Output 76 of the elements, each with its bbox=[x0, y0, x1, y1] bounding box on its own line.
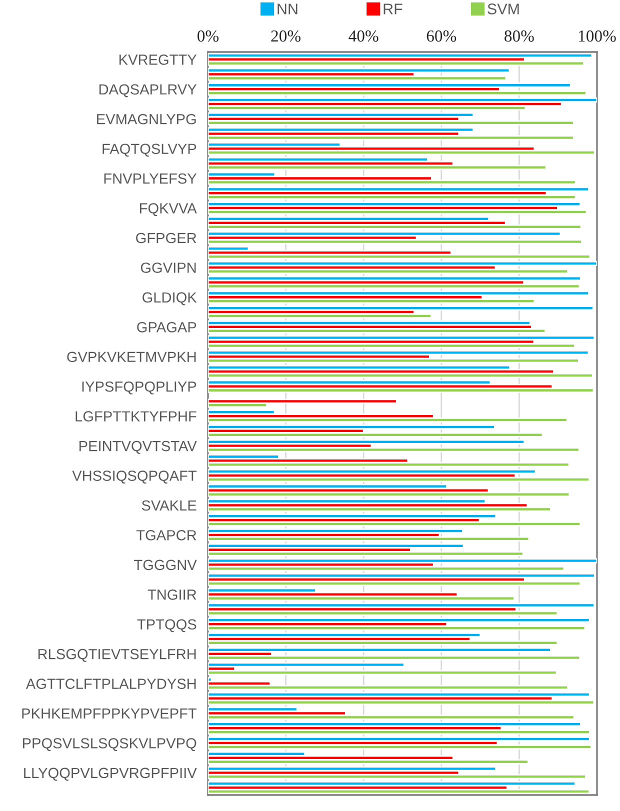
bar bbox=[208, 789, 590, 794]
y-tick-label: GPAGAP bbox=[137, 322, 196, 332]
bar bbox=[208, 60, 584, 66]
bar bbox=[208, 418, 568, 423]
y-tick-label: FAQTQSLVYP bbox=[102, 144, 196, 157]
y-tick-label: TPTQQS bbox=[137, 619, 196, 632]
legend-label: SVM bbox=[488, 4, 519, 14]
bar bbox=[208, 462, 570, 468]
bar bbox=[208, 596, 515, 601]
bar bbox=[208, 774, 586, 780]
bar bbox=[208, 343, 576, 348]
bar bbox=[208, 90, 587, 96]
bar bbox=[208, 398, 398, 404]
bar bbox=[208, 476, 590, 482]
bar bbox=[208, 268, 569, 274]
y-tick-label: GGVIPN bbox=[140, 262, 196, 273]
bar bbox=[208, 150, 596, 156]
x-tick-label: 80% bbox=[504, 30, 534, 42]
bar bbox=[208, 744, 592, 750]
y-tick-label: LLYQQPVLGPVRGPFPIIV bbox=[24, 768, 197, 781]
y-tick-label: DAQSAPLRVY bbox=[99, 84, 197, 98]
y-tick-label: PKHKEMPFPPKYPVEPFT bbox=[22, 708, 197, 719]
bar bbox=[208, 610, 558, 616]
x-tick-label: 40% bbox=[348, 30, 378, 42]
y-tick-label: GFPGER bbox=[136, 232, 196, 244]
bar bbox=[208, 647, 552, 652]
y-tick-label: FNVPLYEFSY bbox=[104, 173, 197, 184]
bar bbox=[208, 580, 581, 586]
x-tick-label: 60% bbox=[426, 30, 456, 42]
y-tick-label: GVPKVKETMVPKH bbox=[67, 352, 196, 362]
bar bbox=[208, 209, 588, 215]
bar bbox=[208, 372, 594, 378]
bar bbox=[208, 224, 582, 230]
y-tick-label: AGTTCLFTPLALPYDYSH bbox=[26, 678, 196, 689]
bar bbox=[208, 194, 576, 200]
y-tick-label: TGGGNV bbox=[134, 560, 197, 570]
bar bbox=[208, 492, 570, 497]
bar bbox=[208, 328, 546, 334]
y-tick-label: TNGIIR bbox=[148, 589, 196, 600]
y-tick-label: GLDIQK bbox=[142, 292, 197, 306]
bar bbox=[208, 432, 544, 438]
y-tick-label: TGAPCR bbox=[136, 530, 196, 540]
y-tick-label: PPQSVLSLSQSKVLPVPQ bbox=[22, 738, 196, 752]
y-tick-label: KVREGTTY bbox=[119, 54, 197, 65]
bar bbox=[208, 164, 547, 170]
bar bbox=[208, 239, 583, 244]
y-tick-label: PEINTVQVTSTAV bbox=[79, 440, 197, 454]
bar bbox=[208, 522, 581, 527]
bar bbox=[208, 700, 595, 705]
x-tick-label: 0% bbox=[198, 30, 219, 42]
bar bbox=[208, 626, 586, 631]
legend-label: NN bbox=[278, 4, 298, 14]
bar bbox=[208, 640, 558, 646]
bar bbox=[208, 298, 536, 304]
y-tick-label: EVMAGNLYPG bbox=[97, 114, 196, 124]
bar bbox=[208, 313, 432, 319]
x-tick-label: 100% bbox=[579, 30, 616, 42]
y-tick-label: IYPSFQPQPLIYP bbox=[82, 381, 196, 394]
bar bbox=[208, 120, 574, 126]
bar bbox=[208, 730, 590, 735]
bar bbox=[208, 684, 569, 690]
bar bbox=[208, 670, 558, 676]
bar bbox=[208, 135, 574, 140]
y-tick-label: LGFPTTKTYFPHF bbox=[76, 411, 196, 422]
bar bbox=[208, 358, 580, 364]
x-tick-label: 20% bbox=[271, 30, 301, 42]
y-tick-label: VHSSIQSQPQAFT bbox=[72, 470, 197, 484]
y-tick-label: SVAKLE bbox=[142, 500, 196, 511]
bar bbox=[208, 566, 565, 572]
bar bbox=[208, 536, 530, 542]
legend-label: RF bbox=[384, 4, 402, 14]
bar bbox=[208, 254, 591, 260]
bar bbox=[208, 388, 594, 393]
bar bbox=[208, 506, 552, 512]
y-tick-label: RLSGQTIEVTSEYLFRH bbox=[38, 648, 196, 662]
y-tick-label: FQKVVA bbox=[140, 203, 197, 216]
